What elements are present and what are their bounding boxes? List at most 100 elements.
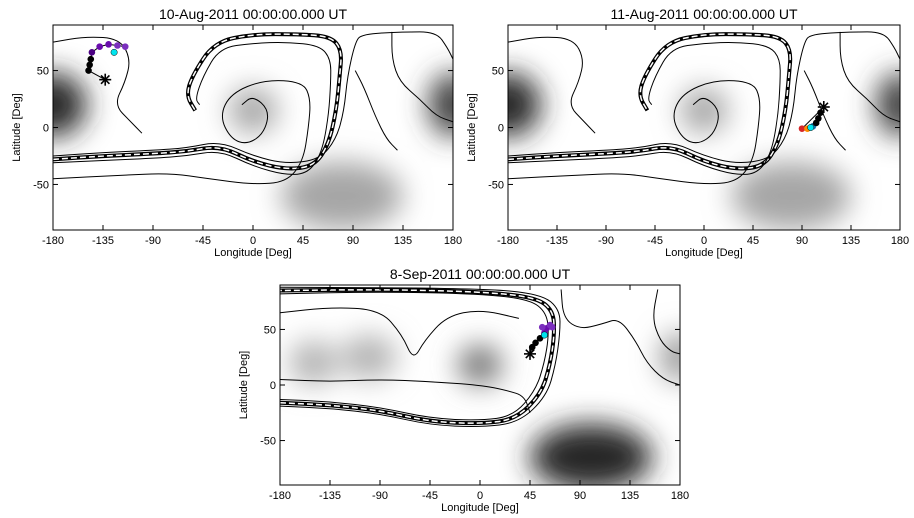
y-axis-label: Latitude [Deg] bbox=[11, 93, 23, 162]
x-axis-label: Longitude [Deg] bbox=[665, 247, 743, 259]
x-tick-label: 135 bbox=[394, 235, 412, 247]
x-tick-label: -45 bbox=[195, 235, 211, 247]
heatmap-field bbox=[288, 332, 680, 485]
x-tick-label: 0 bbox=[701, 235, 707, 247]
heatmap-dark-region bbox=[457, 345, 503, 385]
chart-panel-2: -180 -135 -90 -45 0 45 90 135 180 -50 0 50 11-Aug-20… bbox=[466, 6, 909, 259]
x-tick-label: 45 bbox=[297, 235, 309, 247]
y-tick-label: 0 bbox=[43, 123, 49, 135]
chart-panel-1: -180 -135 -90 -45 0 45 90 135 180 -50 0 50 10-Aug-20… bbox=[11, 6, 462, 259]
x-tick-label: 0 bbox=[250, 235, 256, 247]
contour-neutral-line-dash bbox=[280, 289, 555, 424]
x-tick-label: -180 bbox=[497, 235, 519, 247]
y-tick-label: 50 bbox=[264, 324, 276, 336]
y-tick-label: 50 bbox=[492, 66, 504, 78]
y-axis-label: Latitude [Deg] bbox=[466, 93, 478, 162]
trajectory-start-star bbox=[524, 347, 536, 360]
x-tick-label: -135 bbox=[546, 235, 568, 247]
contour-line bbox=[280, 378, 531, 413]
contour-line bbox=[53, 80, 311, 185]
x-tick-label: 0 bbox=[477, 490, 483, 502]
contour-line bbox=[280, 307, 520, 356]
y-tick-label: -50 bbox=[33, 179, 49, 191]
x-tick-label: 180 bbox=[671, 490, 689, 502]
trajectory-point bbox=[538, 323, 546, 331]
trajectory-point bbox=[548, 323, 556, 331]
trajectory bbox=[798, 101, 830, 132]
x-tick-label: 135 bbox=[621, 490, 639, 502]
contour-line bbox=[53, 42, 332, 175]
heatmap-field bbox=[53, 72, 453, 230]
trajectory-start-star bbox=[817, 101, 830, 113]
x-tick-label: -45 bbox=[647, 235, 663, 247]
heatmap-dark-region bbox=[280, 161, 403, 230]
x-tick-label: -135 bbox=[92, 235, 114, 247]
trajectory-point bbox=[798, 125, 806, 132]
heatmap-dark-region bbox=[428, 72, 453, 137]
trajectory-current-point bbox=[110, 48, 118, 56]
heatmap-dark-region bbox=[53, 72, 87, 137]
heatmap-dark-region bbox=[228, 87, 278, 134]
chart-title: 11-Aug-2011 00:00:00.000 UT bbox=[610, 6, 798, 22]
trajectory-point bbox=[85, 67, 92, 74]
x-tick-label: 45 bbox=[524, 490, 536, 502]
contour-line bbox=[508, 31, 900, 163]
trajectory-point bbox=[114, 42, 121, 49]
heatmap-dark-region bbox=[288, 340, 338, 385]
contour-lines bbox=[508, 31, 900, 185]
x-tick-label: 135 bbox=[842, 235, 860, 247]
x-tick-label: -90 bbox=[372, 490, 388, 502]
y-tick-label: 50 bbox=[37, 66, 49, 78]
contour-line bbox=[560, 289, 680, 386]
trajectory-current-point bbox=[540, 331, 548, 339]
x-tick-label: -45 bbox=[422, 490, 438, 502]
trajectory-point bbox=[121, 43, 129, 50]
x-tick-label: 45 bbox=[747, 235, 759, 247]
trajectory bbox=[85, 41, 129, 86]
contour-line bbox=[280, 286, 561, 427]
contour-line bbox=[508, 36, 596, 134]
x-tick-label: 90 bbox=[796, 235, 808, 247]
y-tick-label: 0 bbox=[270, 380, 276, 392]
heatmap-dark-region bbox=[341, 335, 397, 380]
chart-panel-3: -180 -135 -90 -45 0 45 90 135 180 -50 0 50 8-Sep-201… bbox=[238, 266, 689, 514]
x-tick-label: -180 bbox=[269, 490, 291, 502]
chart-title: 10-Aug-2011 00:00:00.000 UT bbox=[159, 6, 348, 22]
contour-line bbox=[354, 70, 398, 151]
x-tick-label: -90 bbox=[598, 235, 614, 247]
x-tick-label: 90 bbox=[347, 235, 359, 247]
contour-line bbox=[508, 80, 761, 185]
trajectory-point bbox=[105, 41, 112, 48]
contour-line bbox=[280, 291, 549, 421]
contour-line bbox=[653, 289, 680, 355]
contour-line bbox=[53, 31, 453, 163]
x-tick-label: 180 bbox=[444, 235, 462, 247]
heatmap-dark-region bbox=[530, 423, 653, 485]
trajectory-point bbox=[86, 61, 93, 69]
heatmap-dark-region bbox=[731, 161, 851, 230]
trajectory-point bbox=[532, 339, 539, 347]
y-tick-label: -50 bbox=[260, 436, 276, 448]
x-tick-label: -135 bbox=[319, 490, 341, 502]
trajectory-point bbox=[817, 109, 824, 116]
contour-line bbox=[53, 36, 143, 134]
contour-neutral-line-dash bbox=[508, 33, 791, 170]
trajectory-current-point bbox=[807, 124, 815, 131]
trajectory bbox=[524, 321, 556, 360]
x-axis-label: Longitude [Deg] bbox=[214, 247, 292, 259]
trajectory-start-star bbox=[99, 73, 112, 86]
x-tick-label: 180 bbox=[891, 235, 909, 247]
trajectory-point bbox=[88, 49, 96, 56]
y-tick-label: -50 bbox=[488, 179, 504, 191]
heatmap-dark-region bbox=[680, 87, 728, 134]
heatmap-dark-region bbox=[508, 72, 541, 137]
contour-lines bbox=[280, 286, 680, 427]
contour-line bbox=[508, 42, 781, 175]
contour-neutral-line-dash bbox=[53, 33, 342, 170]
y-axis-label: Latitude [Deg] bbox=[238, 351, 250, 420]
contour-line bbox=[391, 31, 453, 123]
heatmap-dark-region bbox=[876, 72, 900, 137]
y-tick-label: 0 bbox=[498, 123, 504, 135]
trajectory-point bbox=[96, 43, 103, 50]
